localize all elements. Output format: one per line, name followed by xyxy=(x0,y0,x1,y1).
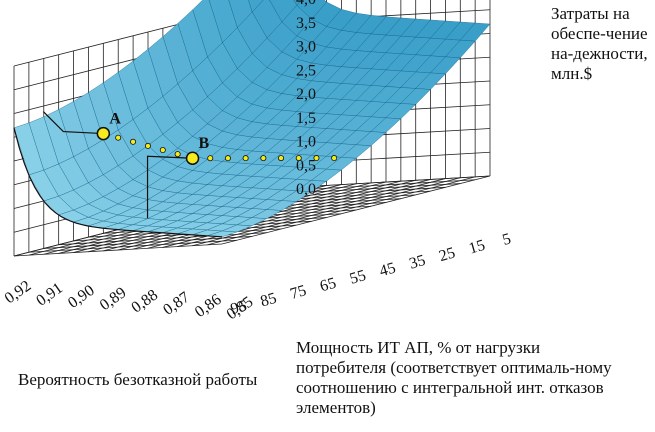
y-axis-label: Вероятность безотказной работы xyxy=(18,370,258,389)
trajectory-dot xyxy=(115,134,122,141)
point-b-label: B xyxy=(199,135,210,152)
y-tick-label: 0,91 xyxy=(33,280,66,310)
z-tick-label: 1,0 xyxy=(296,134,316,151)
trajectory-dot xyxy=(224,155,231,162)
x-tick-label: 85 xyxy=(259,290,279,311)
y-tick-label: 0,90 xyxy=(65,282,98,312)
z-tick-label: 4,0 xyxy=(296,0,316,8)
point-b-marker xyxy=(185,151,200,165)
trajectory-dot xyxy=(144,142,151,149)
x-tick-label: 55 xyxy=(348,267,368,288)
trajectory-dot xyxy=(159,147,166,154)
trajectory-dot xyxy=(278,155,285,162)
cost-surface xyxy=(13,0,491,238)
x-axis-label: Мощность ИТ АП, % от нагрузки потребител… xyxy=(296,338,612,417)
trajectory-dot xyxy=(313,155,320,162)
trajectory-dot xyxy=(295,155,302,162)
trajectory-dot xyxy=(207,155,214,162)
trajectory-dot xyxy=(260,155,267,162)
floor-gridline xyxy=(192,177,461,247)
z-tick-label: 2,5 xyxy=(296,62,316,79)
floor-gridline xyxy=(207,176,476,246)
x-tick-label: 75 xyxy=(288,282,308,303)
y-tick-label: 0,92 xyxy=(2,277,35,307)
point-a-label: A xyxy=(109,111,121,128)
z-axis-label: Затраты на обеспе-чение на-дежности, млн… xyxy=(551,4,648,83)
x-tick-label: 15 xyxy=(467,237,487,258)
z-tick-label: 3,5 xyxy=(296,15,316,32)
x-tick-label: 25 xyxy=(437,244,457,265)
surface-patch xyxy=(293,0,302,6)
x-tick-label: 95 xyxy=(229,297,249,318)
point-b-guide xyxy=(146,155,193,219)
x-tick-label: 5 xyxy=(501,230,513,249)
z-tick-label: 0,0 xyxy=(296,181,316,198)
x-tick-label: 45 xyxy=(378,260,398,281)
surface-edge xyxy=(13,127,223,238)
trajectory-dot xyxy=(242,155,249,162)
y-tick-label: 0,88 xyxy=(128,286,161,316)
trajectory-dot xyxy=(130,138,137,145)
x-tick-label: 35 xyxy=(407,252,427,273)
y-tick-label: 0,87 xyxy=(160,289,193,319)
trajectory-dot xyxy=(331,155,338,162)
y-tick-label: 0,86 xyxy=(192,291,225,321)
point-a-guide xyxy=(42,111,104,135)
y-tick-label: 0,89 xyxy=(97,284,130,314)
x-tick-label: 65 xyxy=(318,275,338,296)
trajectory-dot xyxy=(174,151,181,158)
marked-points: AB xyxy=(42,111,338,219)
floor-gridline xyxy=(147,179,416,249)
z-tick-label: 0,5 xyxy=(296,157,316,174)
y-tick-label: 0,85 xyxy=(224,293,257,323)
z-tick-label: 2,0 xyxy=(296,86,316,103)
z-tick-label: 3,0 xyxy=(296,39,316,56)
z-tick-label: 1,5 xyxy=(296,110,316,127)
point-a-marker xyxy=(96,126,111,141)
floor-gridline xyxy=(221,175,491,245)
